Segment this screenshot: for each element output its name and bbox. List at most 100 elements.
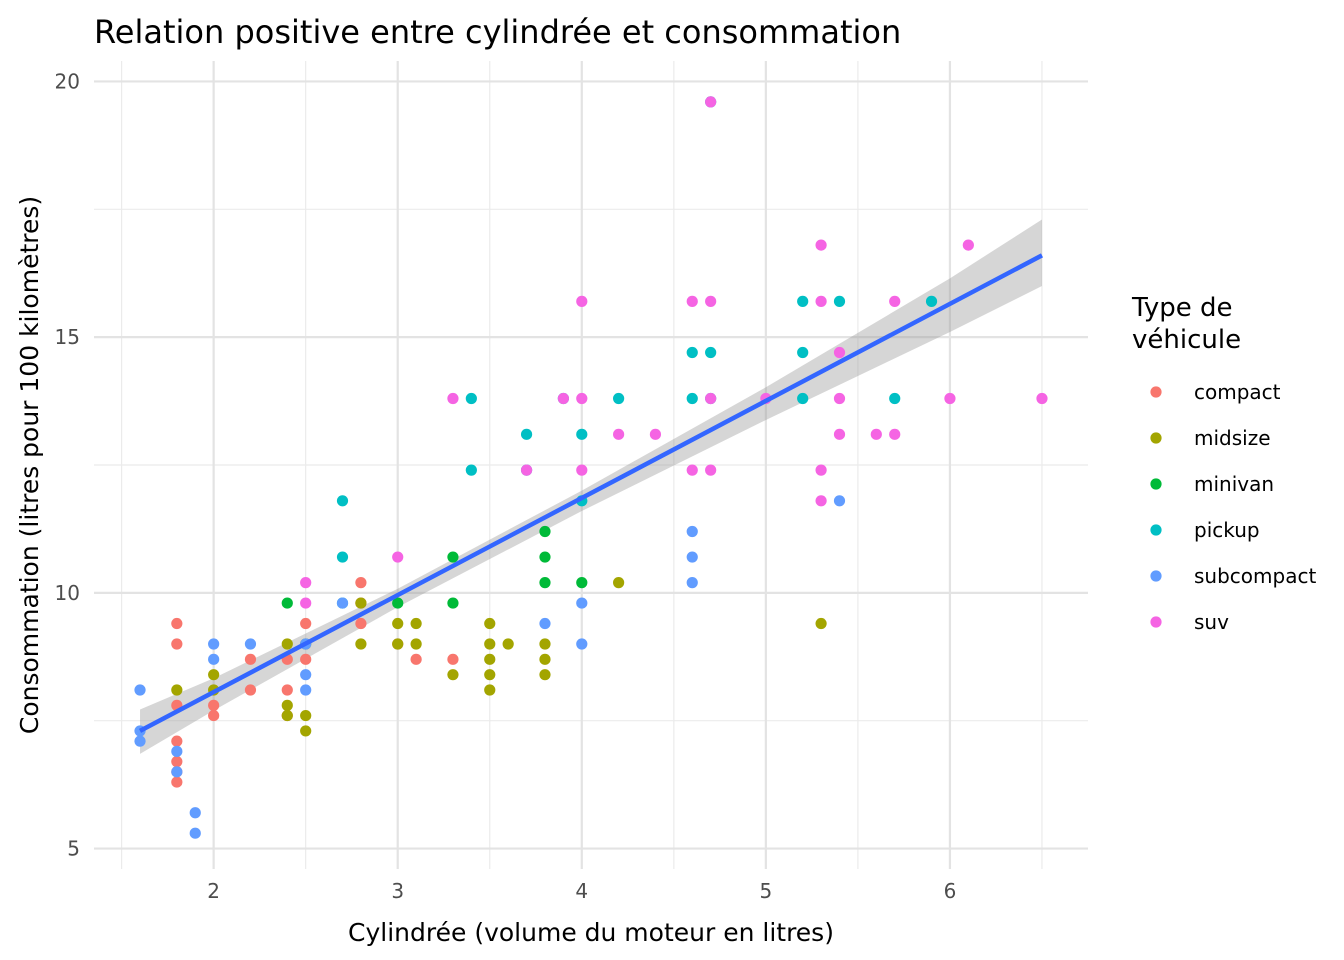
x-tick-label: 6 [944, 879, 957, 903]
point-midsize [410, 638, 422, 650]
point-midsize [539, 669, 551, 681]
point-suv [833, 428, 846, 440]
x-axis-title: Cylindrée (volume du moteur en litres) [348, 918, 834, 947]
point-pickup [925, 295, 938, 307]
legend-label-compact: compact [1194, 380, 1281, 404]
point-subcompact [171, 745, 183, 757]
point-suv [705, 464, 717, 476]
point-subcompact [686, 577, 698, 589]
y-tick-label: 5 [67, 837, 80, 861]
point-midsize [410, 617, 422, 630]
point-minivan [539, 551, 551, 563]
point-minivan [447, 597, 459, 609]
legend-key-minivan [1150, 478, 1162, 490]
point-suv [962, 239, 974, 251]
legend-key-midsize [1150, 432, 1162, 444]
point-subcompact [576, 638, 588, 650]
point-midsize [171, 684, 183, 696]
point-compact [300, 653, 312, 665]
point-compact [171, 617, 183, 630]
point-subcompact [189, 807, 201, 819]
point-suv [889, 428, 901, 440]
point-suv [1036, 392, 1048, 405]
point-suv [576, 464, 588, 476]
point-suv [686, 295, 698, 307]
point-midsize [392, 638, 404, 650]
point-subcompact [171, 766, 183, 778]
legend-title-line-2: véhicule [1132, 325, 1241, 355]
point-compact [300, 617, 312, 630]
point-suv [576, 295, 588, 307]
point-compact [208, 709, 220, 722]
point-pickup [576, 428, 588, 440]
point-suv [833, 392, 846, 405]
point-midsize [539, 638, 551, 650]
point-compact [171, 638, 183, 650]
legend-label-pickup: pickup [1194, 518, 1260, 542]
point-midsize [300, 709, 312, 722]
point-suv [520, 464, 533, 476]
point-midsize [300, 725, 312, 737]
point-suv [705, 295, 717, 307]
point-pickup [889, 392, 901, 405]
point-suv [447, 392, 459, 405]
point-subcompact [244, 638, 257, 650]
x-tick-label: 2 [207, 879, 220, 903]
point-compact [410, 653, 422, 665]
legend-key-compact [1150, 386, 1162, 398]
y-tick-label: 20 [55, 69, 80, 93]
point-pickup [686, 392, 698, 405]
legend-items: compact midsize minivan pickup subcompact suv [1150, 380, 1316, 634]
point-midsize [281, 699, 293, 711]
point-subcompact [134, 684, 146, 696]
point-midsize [539, 653, 551, 665]
point-midsize [355, 638, 367, 650]
point-pickup [833, 295, 846, 307]
major-grid [94, 61, 1088, 869]
point-suv [815, 295, 827, 307]
point-minivan [281, 597, 293, 609]
point-suv [392, 551, 404, 563]
point-subcompact [134, 735, 146, 747]
confidence-band-layer [140, 219, 1042, 754]
point-subcompact [833, 495, 846, 507]
point-subcompact [208, 638, 220, 650]
legend-item-minivan: minivan [1150, 472, 1274, 496]
y-tick-label: 10 [55, 581, 80, 605]
x-tick-label: 3 [391, 879, 404, 903]
point-suv [889, 295, 901, 307]
point-midsize [281, 709, 293, 722]
point-compact [447, 653, 459, 665]
x-tick-label: 4 [575, 879, 588, 903]
point-midsize [613, 577, 625, 589]
point-pickup [613, 392, 625, 405]
trend-line [138, 253, 1044, 733]
point-subcompact [300, 669, 312, 681]
point-suv [815, 464, 827, 476]
point-suv [649, 428, 662, 440]
legend-label-suv: suv [1194, 610, 1229, 634]
point-suv [705, 392, 717, 405]
point-midsize [208, 669, 220, 681]
y-axis-ticks: 5 10 15 20 [55, 69, 80, 860]
points-layer [134, 96, 1048, 839]
point-midsize [484, 638, 496, 650]
point-suv [705, 96, 717, 108]
series-minivan [281, 525, 588, 609]
point-minivan [576, 577, 588, 589]
point-suv [613, 428, 625, 440]
point-minivan [539, 525, 551, 538]
point-midsize [502, 638, 514, 650]
legend-title-line-1: Type de [1131, 293, 1232, 323]
point-compact [244, 684, 257, 696]
legend-item-suv: suv [1150, 610, 1229, 634]
y-tick-label: 15 [55, 325, 80, 349]
legend-key-subcompact [1150, 570, 1162, 582]
point-pickup [336, 551, 349, 563]
point-midsize [484, 669, 496, 681]
point-pickup [465, 392, 477, 405]
point-midsize [392, 617, 404, 630]
point-suv [557, 392, 569, 405]
legend-label-midsize: midsize [1194, 426, 1271, 450]
point-compact [355, 577, 367, 589]
